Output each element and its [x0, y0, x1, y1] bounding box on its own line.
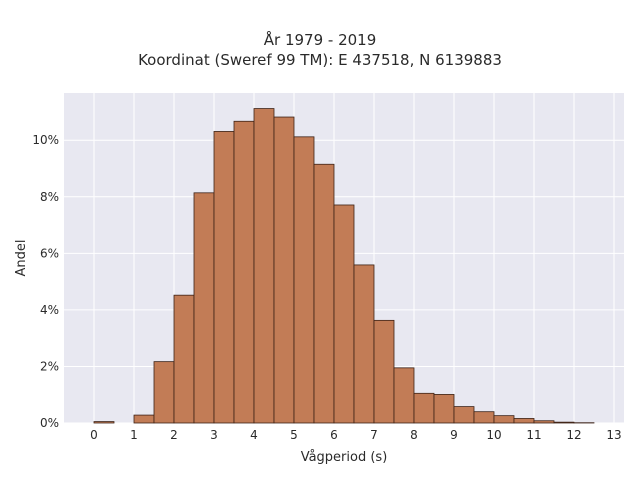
x-tick-label: 2 — [170, 428, 178, 442]
chart-title-line-1: År 1979 - 2019 — [263, 31, 377, 49]
x-tick-label: 0 — [90, 428, 98, 442]
y-axis-ticks: 0% 2% 4% 6% 8% 10% — [32, 133, 59, 430]
histogram-bar — [173, 294, 195, 424]
x-tick-label: 10 — [486, 428, 501, 442]
x-tick-label: 3 — [210, 428, 218, 442]
x-tick-label: 7 — [370, 428, 378, 442]
y-tick-label: 0% — [40, 416, 59, 430]
x-tick-label: 6 — [330, 428, 338, 442]
histogram-bar — [553, 421, 575, 424]
histogram-bar — [353, 264, 375, 424]
x-tick-label: 8 — [410, 428, 418, 442]
x-tick-label: 12 — [566, 428, 581, 442]
histogram-bar — [513, 418, 535, 424]
histogram-bar — [493, 415, 515, 424]
y-tick-label: 8% — [40, 190, 59, 204]
chart-title-line-2: Koordinat (Sweref 99 TM): E 437518, N 61… — [138, 51, 502, 69]
histogram-bar — [413, 392, 435, 424]
histogram-bar — [233, 120, 255, 424]
x-tick-label: 1 — [130, 428, 138, 442]
histogram-bar — [293, 136, 315, 424]
x-axis-label: Vågperiod (s) — [301, 450, 388, 465]
histogram-bar — [213, 131, 235, 424]
histogram-bar — [313, 163, 335, 424]
histogram-bar — [193, 192, 215, 424]
x-tick-label: 11 — [526, 428, 541, 442]
histogram-bar — [133, 414, 155, 424]
histogram-bar — [333, 204, 355, 424]
y-tick-label: 4% — [40, 303, 59, 317]
histogram-bar — [153, 361, 175, 424]
histogram-bars — [93, 108, 595, 424]
x-tick-label: 5 — [290, 428, 298, 442]
y-tick-label: 6% — [40, 246, 59, 260]
histogram-bar — [533, 420, 555, 424]
histogram-bar — [373, 319, 395, 424]
x-tick-label: 4 — [250, 428, 258, 442]
x-tick-label: 9 — [450, 428, 458, 442]
y-tick-label: 10% — [32, 133, 59, 147]
histogram-bar — [473, 411, 495, 424]
histogram-bar — [253, 108, 275, 424]
y-axis-label: Andel — [14, 240, 29, 277]
histogram-bar — [393, 367, 415, 424]
histogram-bar — [93, 421, 115, 424]
x-axis-ticks: 0 1 2 3 4 5 6 7 8 9 10 11 12 13 — [90, 428, 621, 442]
histogram-bar — [433, 394, 455, 424]
histogram-bar — [453, 406, 475, 424]
x-tick-label: 13 — [606, 428, 621, 442]
histogram-bar — [273, 116, 295, 424]
y-tick-label: 2% — [40, 359, 59, 373]
